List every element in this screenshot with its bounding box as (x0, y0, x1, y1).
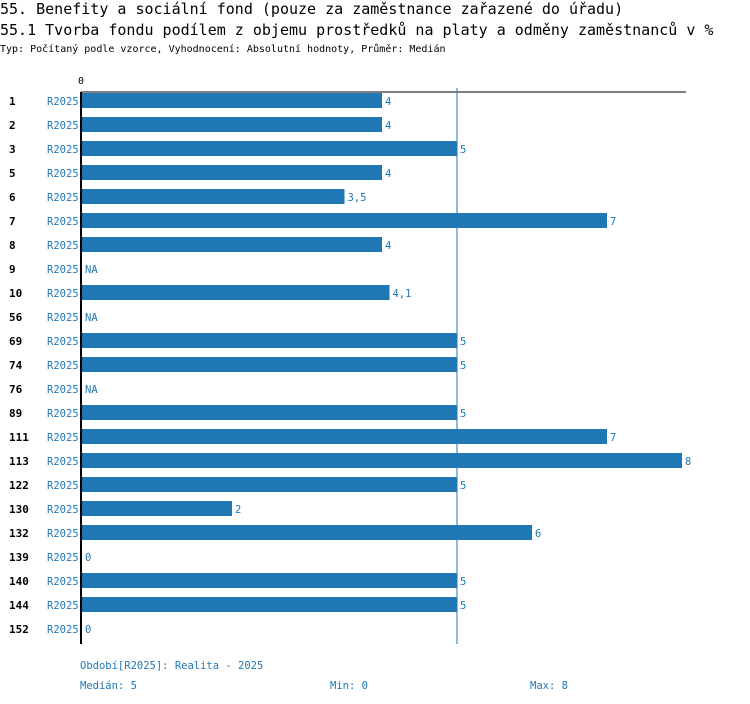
bar (82, 501, 232, 516)
row-period-label: R2025 (47, 144, 79, 156)
bar-value-label: 4 (385, 96, 391, 108)
bar-value-label: 0 (85, 552, 91, 564)
row-id-label: 56 (9, 311, 23, 324)
row-period-label: R2025 (47, 312, 79, 324)
bar (82, 429, 607, 444)
row-period-label: R2025 (47, 96, 79, 108)
row-id-label: 89 (9, 407, 22, 420)
row-period-label: R2025 (47, 384, 79, 396)
row-period-label: R2025 (47, 360, 79, 372)
row-period-label: R2025 (47, 288, 79, 300)
row-id-label: 76 (9, 383, 23, 396)
bar (82, 213, 607, 228)
chart-type-info: Typ: Počítaný podle vzorce, Vyhodnocení:… (0, 44, 446, 55)
bar-value-label: 2 (235, 504, 241, 516)
bar (82, 285, 390, 300)
bar-value-label: 4 (385, 168, 391, 180)
bar-value-label: 5 (460, 144, 466, 156)
chart-subtitle: 55.1 Tvorba fondu podílem z objemu prost… (0, 21, 714, 39)
row-id-label: 1 (9, 95, 16, 108)
bar-value-label: 5 (460, 480, 466, 492)
row-period-label: R2025 (47, 168, 79, 180)
row-id-label: 139 (9, 551, 29, 564)
row-id-label: 152 (9, 623, 29, 636)
row-period-label: R2025 (47, 456, 79, 468)
row-period-label: R2025 (47, 624, 79, 636)
row-period-label: R2025 (47, 240, 79, 252)
row-id-label: 130 (9, 503, 29, 516)
bar (82, 165, 382, 180)
bar (82, 477, 457, 492)
bar (82, 333, 457, 348)
bar (82, 93, 382, 108)
row-id-label: 7 (9, 215, 16, 228)
bar-value-label: 6 (535, 528, 541, 540)
row-period-label: R2025 (47, 408, 79, 420)
bar-value-label: 5 (460, 360, 466, 372)
bar (82, 525, 532, 540)
row-id-label: 2 (9, 119, 16, 132)
row-period-label: R2025 (47, 120, 79, 132)
bar-value-label: 7 (610, 216, 616, 228)
row-id-label: 3 (9, 143, 16, 156)
bar (82, 357, 457, 372)
row-period-label: R2025 (47, 264, 79, 276)
bar (82, 597, 457, 612)
bar (82, 117, 382, 132)
bar-value-label: 5 (460, 408, 466, 420)
row-id-label: 69 (9, 335, 22, 348)
row-id-label: 5 (9, 167, 16, 180)
bar-value-label: 5 (460, 600, 466, 612)
bar (82, 573, 457, 588)
bar-value-label: 4 (385, 240, 391, 252)
row-id-label: 144 (9, 599, 29, 612)
row-period-label: R2025 (47, 504, 79, 516)
bar-value-label: 5 (460, 576, 466, 588)
median-stat: Medián: 5 (80, 680, 137, 692)
row-id-label: 132 (9, 527, 29, 540)
bar-value-label: NA (85, 264, 98, 276)
bar-value-label: 4,1 (393, 288, 412, 300)
period-note: Období[R2025]: Realita - 2025 (80, 660, 264, 672)
bar-value-label: NA (85, 384, 98, 396)
bar-value-label: 7 (610, 432, 616, 444)
bar (82, 405, 457, 420)
row-id-label: 74 (9, 359, 23, 372)
row-id-label: 140 (9, 575, 29, 588)
row-id-label: 10 (9, 287, 22, 300)
bar (82, 453, 682, 468)
row-period-label: R2025 (47, 432, 79, 444)
row-id-label: 122 (9, 479, 29, 492)
row-period-label: R2025 (47, 576, 79, 588)
bar-value-label: 5 (460, 336, 466, 348)
row-period-label: R2025 (47, 552, 79, 564)
bar-value-label: 4 (385, 120, 391, 132)
axis-zero-label: 0 (78, 76, 84, 87)
row-period-label: R2025 (47, 216, 79, 228)
row-id-label: 111 (9, 431, 29, 444)
bar-value-label: NA (85, 312, 98, 324)
bar (82, 141, 457, 156)
row-period-label: R2025 (47, 480, 79, 492)
max-stat: Max: 8 (530, 680, 568, 692)
page-title: 55. Benefity a sociální fond (pouze za z… (0, 0, 624, 18)
row-id-label: 8 (9, 239, 16, 252)
bar (82, 189, 345, 204)
bar-value-label: 8 (685, 456, 691, 468)
row-period-label: R2025 (47, 528, 79, 540)
bar-value-label: 0 (85, 624, 91, 636)
row-period-label: R2025 (47, 192, 79, 204)
row-id-label: 113 (9, 455, 29, 468)
min-stat: Min: 0 (330, 680, 368, 692)
row-id-label: 6 (9, 191, 16, 204)
row-period-label: R2025 (47, 600, 79, 612)
bar (82, 237, 382, 252)
row-period-label: R2025 (47, 336, 79, 348)
row-id-label: 9 (9, 263, 16, 276)
bar-value-label: 3,5 (348, 192, 367, 204)
